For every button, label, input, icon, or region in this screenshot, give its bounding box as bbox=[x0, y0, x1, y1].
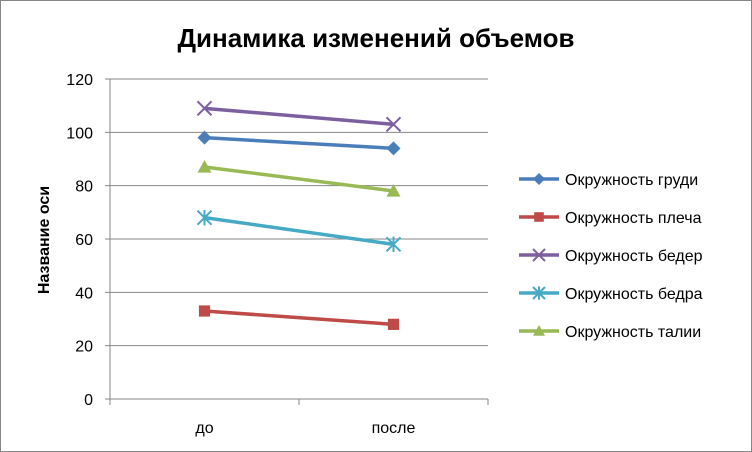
y-tick-label: 40 bbox=[75, 285, 93, 302]
series-line bbox=[204, 215, 394, 247]
legend-label: Окружность бедер bbox=[565, 248, 703, 265]
series-3 bbox=[196, 100, 402, 133]
legend-item: Окружность бедер bbox=[519, 248, 703, 265]
series-4 bbox=[196, 209, 402, 253]
legend-label: Окружность талии bbox=[565, 324, 701, 341]
series-1 bbox=[197, 130, 401, 156]
legend-item: Окружность груди bbox=[519, 172, 698, 189]
legend-label: Окружность плеча bbox=[565, 210, 702, 227]
gridlines bbox=[110, 78, 488, 347]
axes: 0 20 40 60 80 100 120 до после bbox=[66, 72, 489, 437]
legend-item: Окружность талии bbox=[519, 324, 701, 341]
data-point bbox=[386, 141, 401, 156]
legend: Окружность груди Окружность плеча Окружнос… bbox=[519, 172, 703, 341]
series-line bbox=[204, 165, 394, 193]
data-point bbox=[196, 209, 213, 226]
plot-series bbox=[196, 100, 402, 330]
y-tick-label: 120 bbox=[66, 72, 93, 89]
y-tick-label: 0 bbox=[84, 392, 93, 409]
legend-label: Окружность груди bbox=[565, 172, 698, 189]
data-point bbox=[386, 184, 401, 197]
series-2 bbox=[198, 305, 400, 330]
legend-label: Окружность бедра bbox=[565, 286, 703, 303]
legend-item: Окружность плеча bbox=[519, 210, 702, 227]
y-tick-label: 60 bbox=[75, 232, 93, 249]
x-tick-label: до bbox=[195, 420, 213, 437]
y-tick-label: 20 bbox=[75, 339, 93, 356]
data-point bbox=[197, 160, 212, 173]
chart-title: Динамика изменений объемов bbox=[177, 23, 574, 53]
data-point bbox=[197, 130, 212, 145]
data-point bbox=[533, 173, 545, 185]
series-5 bbox=[197, 160, 401, 197]
data-point bbox=[198, 305, 211, 317]
series-line bbox=[204, 135, 394, 151]
data-point bbox=[385, 116, 402, 133]
data-point bbox=[196, 100, 213, 117]
data-point bbox=[532, 248, 546, 262]
x-tick-label: после bbox=[372, 420, 416, 437]
y-tick-label: 100 bbox=[66, 125, 93, 142]
series-line bbox=[204, 106, 394, 127]
series-line bbox=[204, 309, 394, 327]
legend-item: Окружность бедра bbox=[519, 286, 703, 303]
data-point bbox=[532, 286, 546, 300]
data-point bbox=[534, 212, 544, 222]
data-point bbox=[387, 318, 400, 330]
y-tick-label: 80 bbox=[75, 179, 93, 196]
y-axis-title: Название оси bbox=[36, 186, 53, 294]
data-point bbox=[533, 325, 545, 336]
data-point bbox=[385, 236, 402, 253]
